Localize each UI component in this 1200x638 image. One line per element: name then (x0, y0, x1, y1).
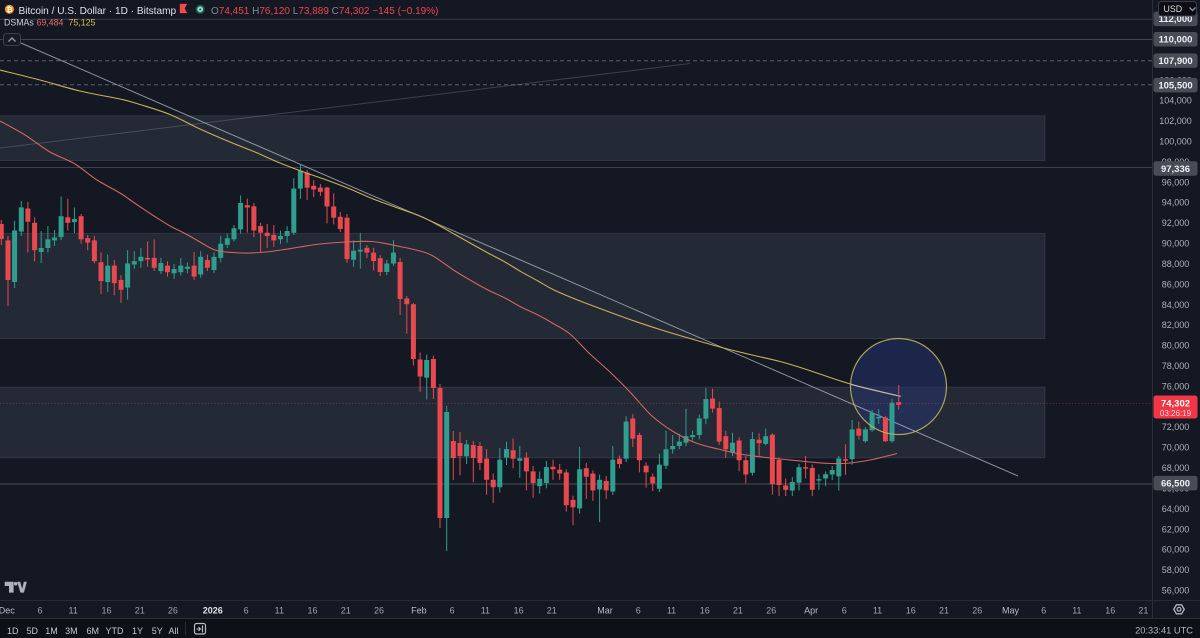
svg-text:70,000: 70,000 (1162, 443, 1190, 453)
svg-text:96,000: 96,000 (1162, 177, 1190, 187)
svg-text:1Y: 1Y (132, 626, 143, 636)
svg-text:16: 16 (101, 606, 111, 616)
svg-text:Bitcoin / U.S. Dollar · 1D · B: Bitcoin / U.S. Dollar · 1D · Bitstamp (19, 6, 177, 17)
svg-text:56,000: 56,000 (1162, 586, 1190, 596)
svg-text:92,000: 92,000 (1162, 218, 1190, 228)
svg-text:62,000: 62,000 (1162, 524, 1190, 534)
svg-text:11: 11 (667, 606, 676, 616)
svg-text:21: 21 (547, 606, 557, 616)
svg-text:107,900: 107,900 (1158, 56, 1192, 67)
svg-text:11: 11 (873, 606, 882, 616)
svg-text:105,500: 105,500 (1158, 81, 1192, 92)
svg-text:5Y: 5Y (152, 626, 163, 636)
svg-text:6: 6 (636, 606, 641, 616)
svg-text:66,500: 66,500 (1161, 479, 1190, 490)
svg-text:112,000: 112,000 (1159, 14, 1193, 25)
svg-text:6: 6 (1041, 606, 1046, 616)
svg-text:6: 6 (842, 606, 847, 616)
svg-text:6: 6 (244, 606, 249, 616)
svg-text:64,000: 64,000 (1162, 504, 1190, 514)
svg-text:94,000: 94,000 (1162, 198, 1190, 208)
svg-text:2026: 2026 (203, 606, 223, 616)
svg-text:11: 11 (481, 606, 490, 616)
svg-text:102,000: 102,000 (1159, 116, 1192, 126)
svg-text:YTD: YTD (106, 626, 125, 636)
svg-text:68,000: 68,000 (1162, 463, 1190, 473)
svg-text:3M: 3M (65, 626, 78, 636)
svg-text:60,000: 60,000 (1162, 545, 1190, 555)
svg-text:O74,451 H76,120 L73,889 C74,30: O74,451 H76,120 L73,889 C74,302 −145 (−0… (211, 6, 438, 17)
svg-text:03:26:19: 03:26:19 (1160, 409, 1192, 418)
svg-text:76,000: 76,000 (1162, 381, 1190, 391)
svg-text:16: 16 (514, 606, 524, 616)
svg-text:21: 21 (939, 606, 949, 616)
svg-text:11: 11 (1072, 606, 1081, 616)
svg-text:21: 21 (1138, 606, 1148, 616)
svg-text:86,000: 86,000 (1162, 279, 1190, 289)
svg-text:16: 16 (906, 606, 916, 616)
svg-text:6: 6 (450, 606, 455, 616)
svg-text:21: 21 (341, 606, 351, 616)
svg-text:21: 21 (733, 606, 743, 616)
svg-text:11: 11 (275, 606, 284, 616)
svg-text:₿: ₿ (6, 5, 12, 14)
svg-text:104,000: 104,000 (1159, 96, 1192, 106)
svg-text:26: 26 (766, 606, 776, 616)
svg-text:16: 16 (307, 606, 317, 616)
svg-text:USD: USD (1164, 4, 1183, 14)
svg-text:May: May (1002, 606, 1020, 616)
svg-text:100,000: 100,000 (1159, 137, 1192, 147)
svg-text:26: 26 (972, 606, 982, 616)
svg-text:58,000: 58,000 (1162, 565, 1190, 575)
svg-text:1D: 1D (7, 626, 19, 636)
svg-text:6M: 6M (87, 626, 100, 636)
svg-text:97,336: 97,336 (1161, 164, 1190, 175)
svg-text:110,000: 110,000 (1159, 35, 1193, 46)
svg-text:78,000: 78,000 (1162, 361, 1190, 371)
svg-text:11: 11 (69, 606, 78, 616)
svg-text:5D: 5D (27, 626, 39, 636)
svg-text:Dec: Dec (0, 606, 15, 616)
svg-text:DSMAs: DSMAs (4, 18, 34, 28)
svg-text:16: 16 (1105, 606, 1115, 616)
svg-text:88,000: 88,000 (1162, 259, 1190, 269)
svg-text:All: All (168, 626, 178, 636)
svg-text:26: 26 (168, 606, 178, 616)
svg-text:74,302: 74,302 (1161, 399, 1190, 410)
svg-text:Apr: Apr (804, 606, 818, 616)
svg-text:69,484: 69,484 (37, 18, 64, 28)
svg-text:1M: 1M (45, 626, 58, 636)
svg-text:84,000: 84,000 (1162, 300, 1190, 310)
svg-text:21: 21 (135, 606, 145, 616)
svg-text:90,000: 90,000 (1162, 239, 1190, 249)
svg-text:72,000: 72,000 (1162, 422, 1190, 432)
svg-text:6: 6 (37, 606, 42, 616)
svg-text:26: 26 (374, 606, 384, 616)
svg-text:82,000: 82,000 (1162, 320, 1190, 330)
svg-text:80,000: 80,000 (1162, 341, 1190, 351)
svg-text:16: 16 (700, 606, 710, 616)
svg-text:75,125: 75,125 (69, 18, 96, 28)
svg-text:Mar: Mar (597, 606, 613, 616)
svg-text:20:33:41 UTC: 20:33:41 UTC (1135, 626, 1193, 636)
svg-text:Feb: Feb (411, 606, 427, 616)
